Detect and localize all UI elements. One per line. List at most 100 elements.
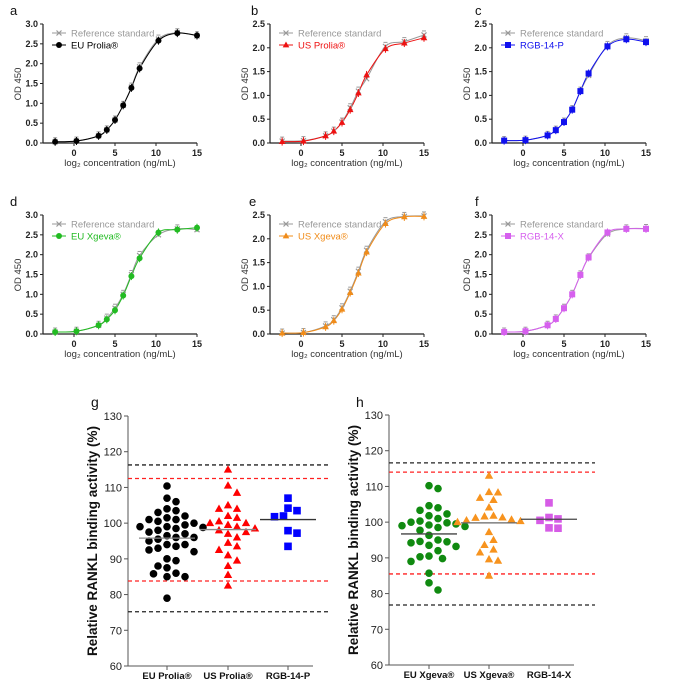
sample-curve xyxy=(504,38,647,142)
data-point xyxy=(163,555,171,563)
data-point xyxy=(425,531,433,540)
y-axis-label: Relative RANKL binding activity (%) xyxy=(85,426,100,656)
legend-marker xyxy=(282,41,290,48)
data-point xyxy=(154,508,162,517)
data-point xyxy=(545,524,553,532)
sample-point xyxy=(420,34,428,41)
data-point xyxy=(489,545,498,553)
data-point xyxy=(154,517,162,526)
data-point xyxy=(554,524,562,533)
curve-panel-c: c 0.0 0.5 1.0 1.5 2.0 2.5 0 5 10 15 log₂ concentrat… xyxy=(462,3,651,169)
sample-point xyxy=(401,39,408,46)
data-point xyxy=(425,521,433,529)
data-point xyxy=(223,520,233,528)
reference-marker xyxy=(505,30,511,36)
data-point xyxy=(163,494,171,502)
sample-point xyxy=(346,106,354,113)
y-tick-label: 0.5 xyxy=(474,309,487,319)
data-point xyxy=(232,556,242,564)
y-tick-label: 1.0 xyxy=(252,90,265,100)
data-point xyxy=(462,515,471,524)
data-point xyxy=(484,503,494,511)
sample-point xyxy=(322,132,329,139)
legend-reference: Reference standard xyxy=(520,220,603,231)
sample-point xyxy=(120,102,127,109)
data-point xyxy=(484,471,494,479)
data-point xyxy=(284,504,292,512)
sample-point xyxy=(623,36,630,43)
data-point xyxy=(425,552,433,560)
y-tick-label: 0.0 xyxy=(474,138,487,148)
sample-point xyxy=(552,315,559,322)
sample-point xyxy=(300,137,307,144)
data-point xyxy=(434,523,442,532)
panel-letter: a xyxy=(10,3,18,18)
data-point xyxy=(241,518,251,527)
data-point xyxy=(443,537,451,546)
y-tick-label: 1.5 xyxy=(252,67,265,77)
sample-point xyxy=(522,328,529,335)
data-point xyxy=(438,554,447,563)
reference-curve xyxy=(504,227,647,333)
y-tick-label: 2.5 xyxy=(474,230,487,240)
data-point xyxy=(545,499,553,507)
data-point xyxy=(507,515,516,523)
y-axis-label: OD 450 xyxy=(462,68,473,101)
sample-point xyxy=(128,273,135,280)
sample-curve xyxy=(55,227,198,333)
sample-point xyxy=(569,106,576,113)
reference-marker xyxy=(56,30,62,36)
category-label: US Prolia® xyxy=(203,671,252,682)
y-axis-label: OD 450 xyxy=(240,259,251,292)
data-point xyxy=(489,511,498,519)
data-point xyxy=(489,495,498,504)
y-tick-label: 110 xyxy=(365,481,383,493)
y-tick-label: 0.0 xyxy=(252,138,265,148)
y-tick-label: 2.5 xyxy=(25,39,38,49)
data-point xyxy=(425,511,433,520)
legend-marker xyxy=(56,233,62,239)
x-tick-label: 0 xyxy=(71,148,76,158)
data-point xyxy=(205,518,215,527)
y-tick-label: 0.0 xyxy=(252,329,265,339)
data-point xyxy=(480,540,489,549)
data-point xyxy=(480,512,489,520)
y-tick-label: 2.0 xyxy=(252,234,265,244)
reference-marker xyxy=(283,30,289,36)
x-tick-label: 5 xyxy=(339,339,344,349)
data-point xyxy=(425,569,433,578)
y-tick-label: 1.0 xyxy=(25,98,38,108)
data-point xyxy=(398,521,406,530)
y-tick-label: 90 xyxy=(110,554,122,566)
x-axis-label: log₂ concentration (ng/mL) xyxy=(513,158,624,169)
sample-point xyxy=(112,116,118,123)
data-point xyxy=(536,516,544,525)
data-point xyxy=(172,533,180,542)
data-point xyxy=(232,488,242,496)
x-axis-label: log₂ concentration (ng/mL) xyxy=(64,349,175,360)
sample-point xyxy=(95,132,102,139)
sample-point xyxy=(561,119,567,126)
y-tick-label: 2.5 xyxy=(474,19,487,29)
data-point xyxy=(425,541,433,550)
sample-point xyxy=(322,323,329,330)
reference-marker xyxy=(505,221,511,227)
sample-point xyxy=(95,322,102,329)
data-point xyxy=(223,529,233,537)
curve-panel-a: a 0.0 0.5 1.0 1.5 2.0 2.5 3.0 0 5 10 15 log₂ concent… xyxy=(10,3,202,169)
sample-point xyxy=(338,119,346,125)
y-tick-label: 2.5 xyxy=(252,19,265,29)
data-point xyxy=(475,493,485,501)
x-tick-label: 10 xyxy=(600,339,610,349)
sample-point xyxy=(577,271,584,278)
y-tick-label: 1.5 xyxy=(252,258,265,268)
sample-point xyxy=(604,43,611,50)
data-point xyxy=(443,510,451,518)
category-label: RGB-14-X xyxy=(527,670,572,681)
data-point xyxy=(416,537,424,546)
data-point xyxy=(484,487,494,496)
data-point xyxy=(190,547,198,556)
y-tick-label: 0.5 xyxy=(252,305,265,315)
y-tick-label: 130 xyxy=(365,410,383,422)
data-point xyxy=(232,513,242,521)
